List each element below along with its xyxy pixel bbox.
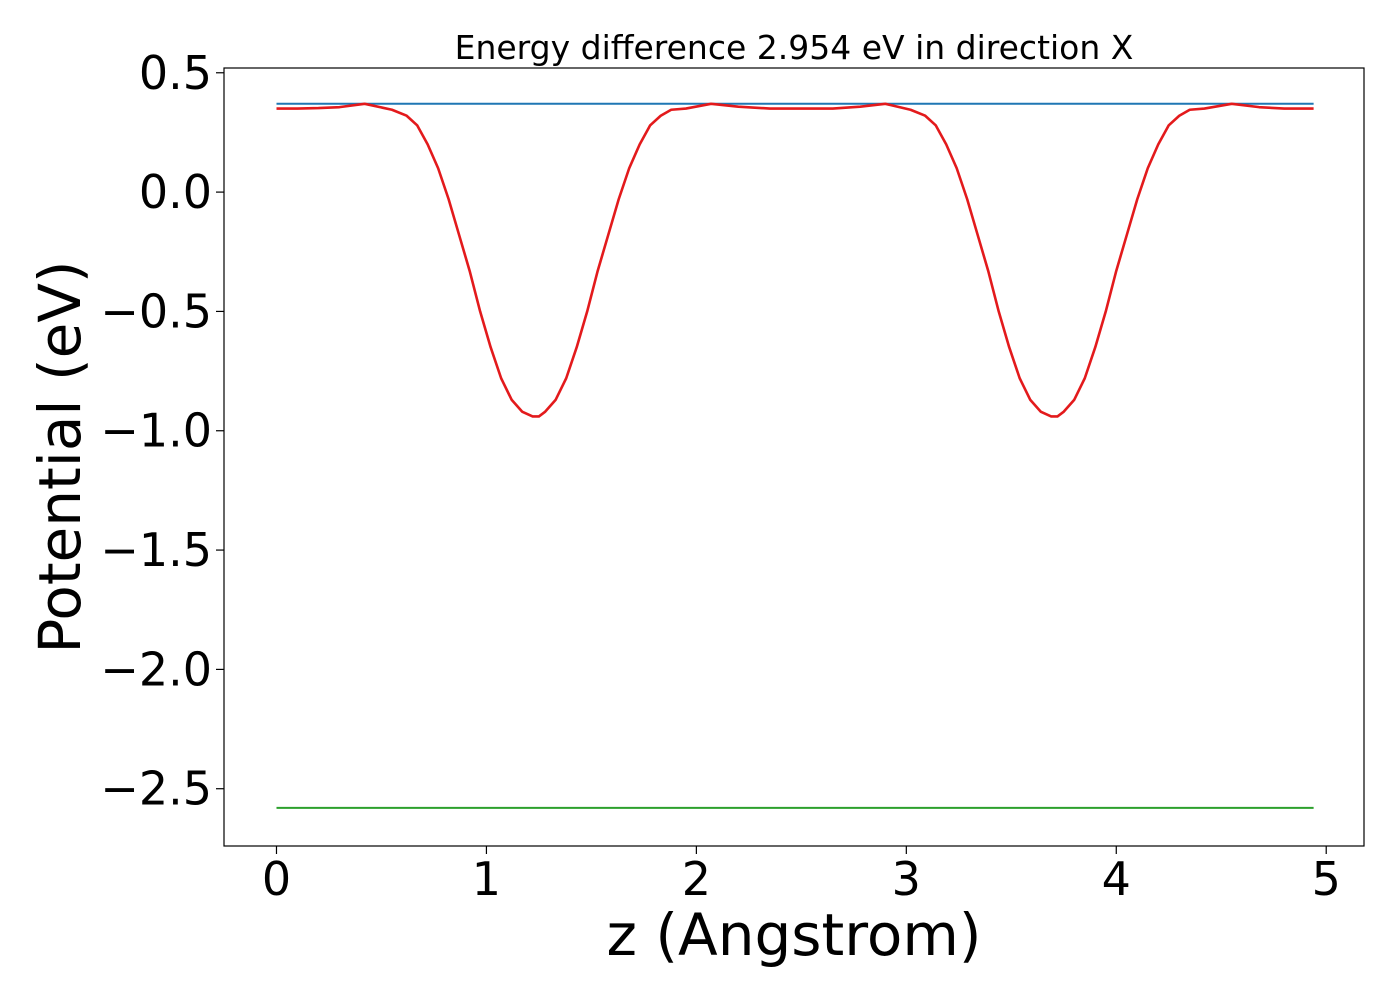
y-tick-label: −1.0 [100,404,212,458]
series-line-3 [276,102,1314,418]
x-tick-label: 3 [892,852,921,906]
x-tick-label: 1 [472,852,501,906]
chart-title: Energy difference 2.954 eV in direction … [455,28,1134,67]
y-tick-label: −1.5 [100,523,212,577]
plot-frame [223,67,1365,847]
y-tick-label: 0.5 [139,46,212,100]
x-axis-label: z (Angstrom) [607,901,982,969]
y-tick-label: 0.0 [139,165,212,219]
x-tick-label: 0 [262,852,291,906]
ticks-layer: 0 1 2 3 4 5 0.5 0.0 −0.5 −1.0 −1.5 −2.0 −2.5 [100,46,1341,906]
x-tick-label: 4 [1102,852,1131,906]
x-tick-label: 2 [682,852,711,906]
series-layer [276,102,1314,809]
y-tick-label: −2.5 [100,762,212,816]
y-axis-label: Potential (eV) [26,260,94,653]
y-tick-label: −2.0 [100,642,212,696]
x-tick-label: 5 [1312,852,1341,906]
y-tick-label: −0.5 [100,284,212,338]
